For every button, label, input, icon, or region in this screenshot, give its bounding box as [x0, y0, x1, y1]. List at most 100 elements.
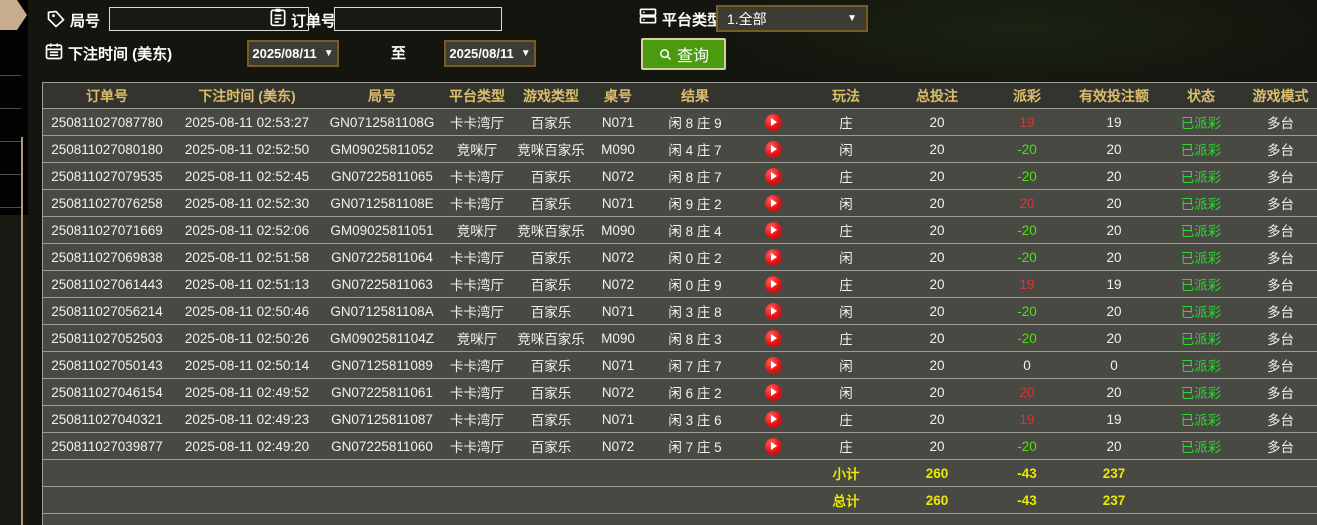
cell-valid-bet: 20: [1069, 244, 1159, 271]
cell-round-number: GM09025811052: [323, 136, 441, 163]
cell-round-number: GN0712581108E: [323, 190, 441, 217]
divider: [0, 207, 21, 208]
subtotal-payout: -43: [985, 460, 1069, 487]
cell-game-type: 百家乐: [513, 379, 589, 406]
bet-time-label: 下注时间 (美东): [68, 46, 173, 63]
cell-order-number: 250811027046154: [43, 379, 171, 406]
replay-play-icon[interactable]: [764, 221, 782, 239]
cell-round-number: GN07225811060: [323, 433, 441, 460]
cell-order-number: 250811027052503: [43, 325, 171, 352]
cell-total-bet: 20: [889, 136, 985, 163]
calendar-icon: [44, 41, 64, 61]
cell-valid-bet: 20: [1069, 379, 1159, 406]
cell-status: 已派彩: [1159, 136, 1243, 163]
cell-valid-bet: 20: [1069, 217, 1159, 244]
cell-game-type: 百家乐: [513, 109, 589, 136]
replay-play-icon[interactable]: [764, 140, 782, 158]
column-header-6: 结果: [647, 83, 743, 109]
replay-play-icon[interactable]: [764, 329, 782, 347]
cell-bet-type: 庄: [803, 406, 889, 433]
table-row: 250811027071669 2025-08-11 02:52:06 GM09…: [43, 217, 1317, 244]
cell-bet-type: 闲: [803, 136, 889, 163]
cell-game-mode: 多台: [1243, 406, 1317, 433]
round-number-label: 局号: [70, 13, 101, 30]
divider: [0, 141, 21, 142]
replay-play-icon[interactable]: [764, 410, 782, 428]
grand-total-label: 总计: [803, 487, 889, 514]
table-row: 250811027052503 2025-08-11 02:50:26 GM09…: [43, 325, 1317, 352]
order-number-label: 订单号: [291, 13, 337, 30]
cell-table-number: N072: [589, 433, 647, 460]
cell-status: 已派彩: [1159, 217, 1243, 244]
subtotal-row: 小计 260 -43 237: [43, 460, 1317, 487]
date-to-select[interactable]: 2025/08/11 ▼: [444, 40, 536, 67]
replay-play-icon[interactable]: [764, 248, 782, 266]
replay-play-icon[interactable]: [764, 437, 782, 455]
replay-play-icon[interactable]: [764, 275, 782, 293]
cell-bet-time: 2025-08-11 02:49:20: [171, 433, 323, 460]
cell-bet-time: 2025-08-11 02:51:58: [171, 244, 323, 271]
cell-bet-type: 闲: [803, 379, 889, 406]
column-header-7: [743, 83, 803, 109]
play-triangle: [770, 118, 777, 126]
cell-bet-time: 2025-08-11 02:52:30: [171, 190, 323, 217]
cell-game-mode: 多台: [1243, 217, 1317, 244]
column-header-0: 订单号: [43, 83, 171, 109]
cell-payout: -20: [985, 136, 1069, 163]
cell-game-mode: 多台: [1243, 433, 1317, 460]
empty-cell: [1159, 460, 1243, 487]
table-row: 250811027050143 2025-08-11 02:50:14 GN07…: [43, 352, 1317, 379]
cell-replay: [743, 379, 803, 406]
replay-play-icon[interactable]: [764, 113, 782, 131]
cell-replay: [743, 271, 803, 298]
cell-order-number: 250811027040321: [43, 406, 171, 433]
cell-replay: [743, 352, 803, 379]
cell-platform-type: 卡卡湾厅: [441, 244, 513, 271]
cell-result: 闲 8 庄 7: [647, 163, 743, 190]
cell-replay: [743, 406, 803, 433]
column-header-12: 状态: [1159, 83, 1243, 109]
cell-replay: [743, 433, 803, 460]
column-header-1: 下注时间 (美东): [171, 83, 323, 109]
cell-table-number: M090: [589, 217, 647, 244]
replay-play-icon[interactable]: [764, 167, 782, 185]
cell-total-bet: 20: [889, 352, 985, 379]
replay-play-icon[interactable]: [764, 383, 782, 401]
cell-total-bet: 20: [889, 163, 985, 190]
column-header-10: 派彩: [985, 83, 1069, 109]
query-button[interactable]: 查询: [641, 38, 726, 70]
tag-icon: [46, 9, 66, 29]
column-header-4: 游戏类型: [513, 83, 589, 109]
date-from-select[interactable]: 2025/08/11 ▼: [247, 40, 339, 67]
cell-game-type: 百家乐: [513, 271, 589, 298]
replay-play-icon[interactable]: [764, 356, 782, 374]
cell-bet-time: 2025-08-11 02:50:14: [171, 352, 323, 379]
cell-table-number: M090: [589, 325, 647, 352]
clipboard-icon: [268, 7, 288, 27]
cell-payout: 20: [985, 190, 1069, 217]
cell-bet-type: 庄: [803, 109, 889, 136]
cell-round-number: GN07225811063: [323, 271, 441, 298]
subtotal-valid-bet: 237: [1069, 460, 1159, 487]
replay-play-icon[interactable]: [764, 302, 782, 320]
cell-order-number: 250811027076258: [43, 190, 171, 217]
cell-result: 闲 0 庄 2: [647, 244, 743, 271]
empty-cell: [43, 460, 803, 487]
empty-cell: [43, 487, 803, 514]
cell-game-type: 竞咪百家乐: [513, 325, 589, 352]
date-range-to-label: 至: [391, 45, 407, 62]
replay-play-icon[interactable]: [764, 194, 782, 212]
cell-valid-bet: 20: [1069, 163, 1159, 190]
empty-row: [43, 514, 1317, 525]
empty-cell: [1243, 487, 1317, 514]
cell-result: 闲 8 庄 4: [647, 217, 743, 244]
platform-type-select[interactable]: 1.全部 ▼: [716, 5, 868, 32]
chevron-down-icon: ▼: [323, 47, 334, 59]
cell-replay: [743, 298, 803, 325]
cell-bet-time: 2025-08-11 02:52:45: [171, 163, 323, 190]
cell-valid-bet: 19: [1069, 406, 1159, 433]
cell-game-type: 百家乐: [513, 406, 589, 433]
bet-records-table: 订单号 下注时间 (美东) 局号 平台类型 游戏类型 桌号 结果 玩法 总投注 派彩 有效投注额 状态…: [42, 82, 1317, 525]
cell-status: 已派彩: [1159, 406, 1243, 433]
order-number-input[interactable]: [334, 7, 502, 31]
